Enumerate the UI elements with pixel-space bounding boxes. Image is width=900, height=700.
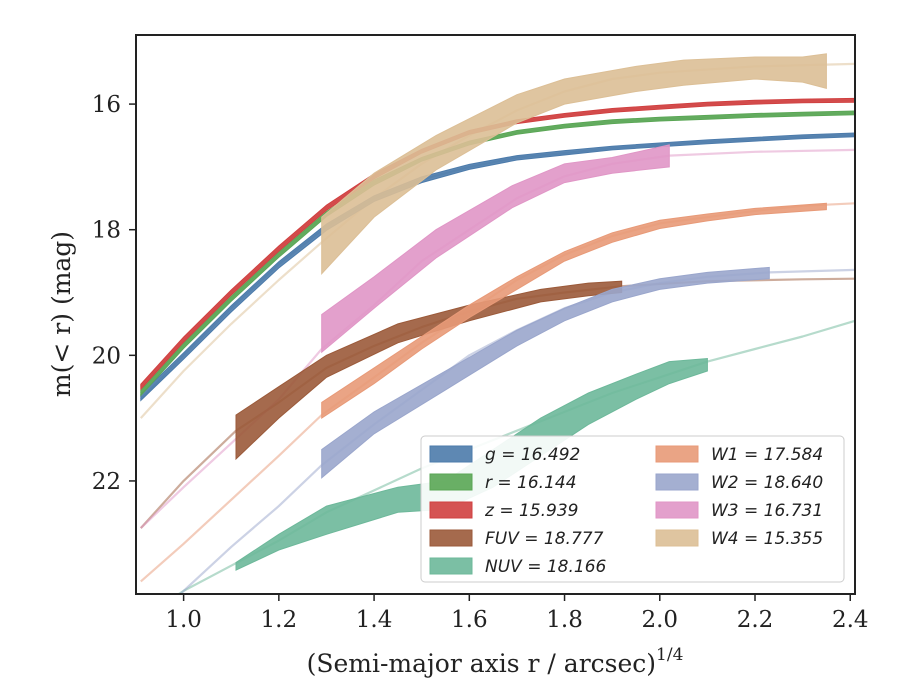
x-tick-label: 1.2	[261, 607, 298, 633]
x-axis-ticks: 1.0 1.2 1.4 1.6 1.8 2.0 2.2 2.4	[165, 594, 869, 633]
y-tick-label: 18	[92, 218, 121, 244]
y-tick-label: 22	[92, 469, 121, 495]
x-tick-label: 1.0	[165, 607, 202, 633]
legend-label-z: z = 15.939	[484, 501, 578, 521]
band-w3	[321, 144, 670, 354]
plot-frame	[135, 34, 856, 595]
x-tick-label: 1.6	[451, 607, 488, 633]
legend-label-g: g = 16.492	[485, 445, 580, 465]
legend-swatch-g	[429, 445, 473, 463]
band-w4	[321, 53, 827, 275]
legend-swatch-fuv	[429, 529, 473, 547]
x-tick-label: 1.8	[546, 607, 583, 633]
y-axis-label: m(< r) (mag)	[47, 231, 76, 397]
legend-label-w1: W1 = 17.584	[711, 445, 823, 465]
y-tick-label: 16	[92, 92, 121, 118]
legend-label-fuv: FUV = 18.777	[485, 529, 604, 549]
y-tick-label: 20	[92, 343, 121, 369]
legend-label-w2: W2 = 18.640	[711, 473, 823, 493]
x-tick-label: 2.4	[832, 607, 869, 633]
legend-label-r: r = 16.144	[485, 473, 577, 493]
legend-swatch-r	[429, 473, 473, 491]
legend-box	[420, 435, 845, 583]
x-axis-label-superscript: 1/4	[656, 645, 683, 665]
x-tick-label: 2.2	[737, 607, 774, 633]
legend-swatch-w1	[655, 445, 699, 463]
legend-swatch-w4	[655, 529, 699, 547]
band-w2	[321, 266, 770, 479]
legend-swatch-w3	[655, 501, 699, 519]
x-tick-label: 1.4	[356, 607, 393, 633]
legend-swatch-z	[429, 501, 473, 519]
legend: g = 16.492 r = 16.144 z = 15.939 FUV = 18.7…	[420, 435, 845, 583]
x-tick-label: 2.0	[641, 607, 678, 633]
legend-swatch-w2	[655, 473, 699, 491]
legend-label-nuv: NUV = 18.166	[485, 557, 607, 577]
legend-swatch-nuv	[429, 557, 473, 575]
legend-label-w3: W3 = 16.731	[711, 501, 823, 521]
x-axis-label: (Semi-major axis r / arcsec)1/4	[307, 645, 684, 678]
legend-label-w4: W4 = 15.355	[711, 529, 823, 549]
y-axis-ticks: 16 18 20 22	[92, 92, 136, 495]
band-w1	[321, 202, 827, 420]
